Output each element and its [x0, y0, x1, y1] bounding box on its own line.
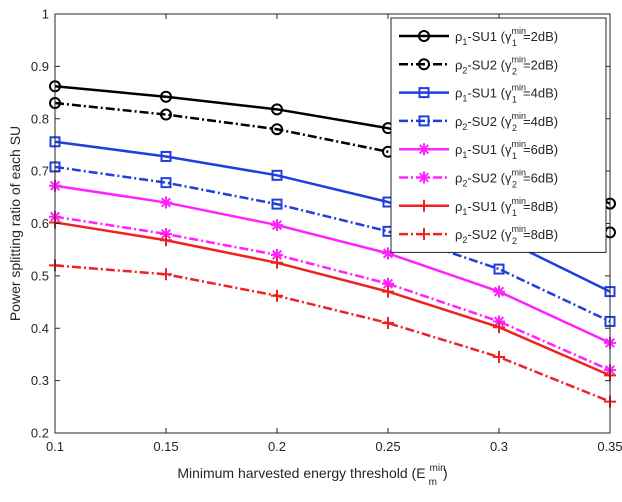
- x-axis-label-main: Minimum harvested energy threshold (E: [177, 465, 425, 481]
- y-tick-label: 0.5: [31, 268, 49, 283]
- data-point: [271, 289, 283, 302]
- legend-label: ρ2-SU2 (γmin 2 =8dB): [455, 224, 558, 246]
- series-line: [54, 215, 611, 372]
- legend-marker: [418, 171, 430, 184]
- data-point: [271, 256, 283, 269]
- x-tick-label: 0.1: [46, 439, 64, 454]
- x-axis-ticks: 0.1 0.15 0.2 0.25 0.3 0.35: [46, 14, 622, 454]
- legend-marker: [418, 143, 430, 156]
- legend-label: ρ1-SU1 (γmin 1 =6dB): [455, 139, 558, 161]
- legend-entry: ρ1-SU1 (γmin 1 =6dB): [399, 139, 558, 161]
- y-tick-label: 0.9: [31, 59, 49, 74]
- legend-label: ρ2-SU2 (γmin 2 =6dB): [455, 168, 558, 190]
- legend-label: ρ2-SU2 (γmin 2 =2dB): [455, 54, 558, 76]
- series-line: [54, 221, 611, 377]
- legend-label: ρ2-SU2 (γmin 2 =4dB): [455, 111, 558, 133]
- legend-entry: ρ1-SU1 (γmin 1 =8dB): [399, 196, 558, 218]
- series-line: [54, 184, 611, 345]
- data-point: [382, 317, 394, 330]
- y-axis-ticks: 0.2 0.3 0.4 0.5 0.6 0.7 0.8 0.9 1: [31, 7, 610, 441]
- legend-label: ρ1-SU1 (γmin 1 =2dB): [455, 26, 558, 48]
- data-point: [271, 248, 283, 261]
- x-axis-label-sup: min: [430, 463, 446, 474]
- legend-entry: ρ2-SU2 (γmin 2 =4dB): [399, 111, 558, 133]
- legend-marker: [418, 30, 430, 42]
- data-point: [382, 277, 394, 290]
- x-tick-label: 0.3: [490, 439, 508, 454]
- legend-box: [390, 17, 607, 253]
- series-line: [54, 165, 611, 323]
- y-tick-label: 0.7: [31, 164, 49, 179]
- legend-marker: [418, 228, 430, 241]
- legend-entry: ρ1-SU1 (γmin 1 =4dB): [399, 83, 558, 105]
- legend-marker: [418, 115, 430, 127]
- data-point: [160, 177, 172, 189]
- legend-marker: [418, 58, 430, 71]
- x-tick-label: 0.15: [153, 439, 178, 454]
- data-point: [160, 90, 172, 103]
- x-axis-label-close: ): [443, 465, 448, 481]
- y-tick-label: 0.6: [31, 216, 49, 231]
- data-point: [493, 285, 505, 298]
- y-tick-label: 0.4: [31, 321, 49, 336]
- data-point: [493, 321, 505, 334]
- data-point: [160, 268, 172, 281]
- data-point: [493, 263, 505, 275]
- x-axis-label: Minimum harvested energy threshold (E min…: [177, 463, 447, 488]
- data-point: [271, 169, 283, 181]
- x-tick-label: 0.25: [375, 439, 400, 454]
- legend-marker: [418, 199, 430, 212]
- legend-entry: ρ2-SU2 (γmin 2 =6dB): [399, 168, 558, 190]
- x-tick-label: 0.35: [597, 439, 622, 454]
- data-point: [271, 198, 283, 210]
- y-tick-label: 1: [42, 7, 49, 22]
- legend-label: ρ1-SU1 (γmin 1 =4dB): [455, 83, 558, 105]
- data-point: [493, 351, 505, 364]
- series-8: [49, 259, 616, 408]
- y-tick-label: 0.2: [31, 426, 49, 441]
- data-point: [382, 285, 394, 298]
- data-point: [271, 103, 283, 116]
- legend-entry: ρ2-SU2 (γmin 2 =8dB): [399, 224, 558, 246]
- x-tick-label: 0.2: [268, 439, 286, 454]
- data-point: [160, 196, 172, 209]
- data-point: [382, 247, 394, 260]
- y-tick-label: 0.8: [31, 111, 49, 126]
- data-point: [160, 150, 172, 162]
- series-line: [54, 264, 611, 403]
- y-axis-label: Power splitting ratio of each SU: [7, 126, 23, 321]
- data-point: [160, 108, 172, 121]
- y-tick-label: 0.3: [31, 373, 49, 388]
- legend-marker: [418, 87, 430, 99]
- legend-entry: ρ1-SU1 (γmin 1 =2dB): [399, 26, 558, 48]
- legend: ρ1-SU1 (γmin 1 =2dB) ρ2-SU2 (γmin 2 =2dB) ρ1-S…: [390, 17, 607, 253]
- x-axis-label-sub: m: [429, 477, 437, 488]
- data-point: [271, 123, 283, 136]
- data-point: [160, 227, 172, 240]
- legend-entry: ρ2-SU2 (γmin 2 =2dB): [399, 54, 558, 76]
- data-point: [160, 234, 172, 247]
- legend-label: ρ1-SU1 (γmin 1 =8dB): [455, 196, 558, 218]
- data-point: [271, 219, 283, 232]
